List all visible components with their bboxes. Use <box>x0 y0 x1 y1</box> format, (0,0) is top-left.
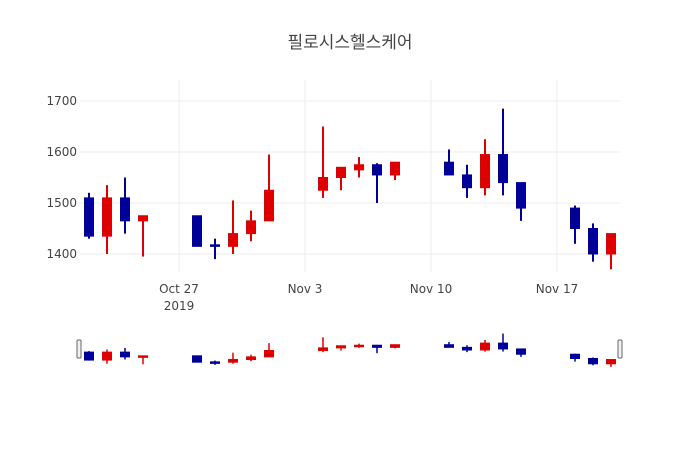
chart-title: 필로시스헬스케어 <box>287 33 412 53</box>
candle[interactable] <box>192 215 202 247</box>
y-axis: 1400 1500 1600 1700 <box>46 94 77 261</box>
slider-candle[interactable] <box>246 354 256 362</box>
slider-candle[interactable] <box>390 344 400 349</box>
slider-candle[interactable] <box>588 357 598 366</box>
slider-candle[interactable] <box>570 353 580 362</box>
candle[interactable] <box>354 157 364 178</box>
candle[interactable] <box>318 126 328 198</box>
x-axis: Oct 27 2019 Nov 3 Nov 10 Nov 17 <box>159 282 578 313</box>
range-slider-right-handle[interactable] <box>617 339 623 359</box>
x-tick-year: 2019 <box>164 299 195 313</box>
slider-candle[interactable] <box>498 333 508 352</box>
candle[interactable] <box>102 185 112 254</box>
gridlines <box>80 80 620 272</box>
candle[interactable] <box>516 182 526 221</box>
y-tick-label: 1400 <box>46 247 77 261</box>
slider-candle[interactable] <box>210 360 220 365</box>
y-tick-label: 1500 <box>46 196 77 210</box>
range-slider[interactable] <box>76 333 623 367</box>
candle[interactable] <box>264 154 274 222</box>
slider-candle[interactable] <box>192 355 202 363</box>
slider-candle[interactable] <box>120 347 130 360</box>
slider-candle[interactable] <box>516 348 526 357</box>
y-tick-label: 1600 <box>46 145 77 159</box>
slider-candle[interactable] <box>318 337 328 353</box>
candle[interactable] <box>444 149 454 176</box>
candle[interactable] <box>210 238 220 260</box>
candles-main[interactable] <box>84 108 616 270</box>
x-tick-label: Oct 27 <box>159 282 199 296</box>
candle[interactable] <box>138 215 148 257</box>
candle[interactable] <box>120 177 130 234</box>
candle[interactable] <box>570 205 580 244</box>
candle[interactable] <box>390 161 400 181</box>
candle[interactable] <box>228 200 238 254</box>
slider-candle[interactable] <box>480 339 490 352</box>
candle[interactable] <box>336 166 346 191</box>
candle[interactable] <box>606 233 616 270</box>
x-tick-label: Nov 3 <box>288 282 323 296</box>
candle[interactable] <box>372 163 382 203</box>
candle[interactable] <box>480 139 490 196</box>
slider-candle[interactable] <box>264 343 274 358</box>
slider-candle[interactable] <box>84 351 94 361</box>
slider-candle[interactable] <box>336 345 346 351</box>
slider-candle[interactable] <box>102 349 112 364</box>
candle[interactable] <box>84 192 94 239</box>
candle[interactable] <box>498 108 508 196</box>
candle[interactable] <box>588 223 598 262</box>
range-slider-left-handle[interactable] <box>76 339 82 359</box>
slider-candle[interactable] <box>354 343 364 348</box>
slider-candle[interactable] <box>138 355 148 365</box>
slider-candle[interactable] <box>372 344 382 354</box>
slider-candle[interactable] <box>606 359 616 367</box>
y-tick-label: 1700 <box>46 94 77 108</box>
x-tick-label: Nov 10 <box>410 282 453 296</box>
candle[interactable] <box>462 164 472 198</box>
slider-candle[interactable] <box>228 352 238 364</box>
slider-candle[interactable] <box>462 345 472 353</box>
x-tick-label: Nov 17 <box>536 282 579 296</box>
slider-candle[interactable] <box>444 342 454 348</box>
candle[interactable] <box>246 210 256 242</box>
